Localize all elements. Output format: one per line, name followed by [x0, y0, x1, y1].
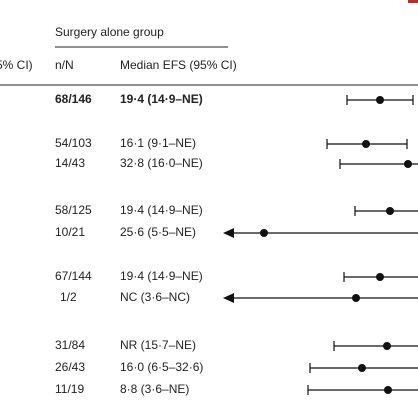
column-header: n/N: [55, 58, 74, 72]
efs-cell: NC (3·6–NC): [120, 290, 190, 304]
efs-cell: NR (15·7–NE): [120, 338, 196, 352]
estimate-dot: [376, 96, 384, 104]
n-cell: 68/146: [55, 92, 92, 106]
estimate-dot: [260, 229, 268, 237]
n-cell: 67/144: [55, 269, 92, 283]
column-header: Median EFS (95% CI): [120, 58, 237, 72]
estimate-dot: [386, 207, 394, 215]
n-cell: 11/19: [55, 382, 84, 396]
n-cell: 1/2: [60, 290, 77, 304]
group-title: Surgery alone group: [55, 25, 164, 39]
efs-cell: 19·4 (14·9–NE): [120, 203, 203, 217]
efs-cell: 25·6 (5·5–NE): [120, 225, 196, 239]
ci-arrow: [223, 228, 234, 238]
estimate-dot: [362, 140, 370, 148]
n-cell: 26/43: [55, 360, 85, 374]
n-cell: 58/125: [55, 203, 92, 217]
forest-marks: [223, 95, 418, 395]
estimate-dot: [376, 273, 384, 281]
ci-arrow: [223, 293, 234, 303]
corner-accent: [408, 0, 418, 3]
estimate-dot: [404, 160, 412, 168]
estimate-dot: [352, 294, 360, 302]
efs-cell: 16·1 (9·1–NE): [120, 136, 196, 150]
efs-cell: 19·4 (14·9–NE): [120, 92, 203, 106]
efs-cell: 32·8 (16·0–NE): [120, 156, 203, 170]
n-cell: 10/21: [55, 225, 85, 239]
n-cell: 31/84: [55, 338, 85, 352]
estimate-dot: [384, 386, 392, 394]
n-cell: 54/103: [55, 136, 92, 150]
estimate-dot: [358, 364, 366, 372]
efs-cell: 8·8 (3·6–NE): [120, 382, 189, 396]
efs-cell: 16·0 (6·5–32·6): [120, 360, 203, 374]
left-header: 5% CI): [0, 58, 33, 72]
estimate-dot: [383, 342, 391, 350]
n-cell: 14/43: [55, 156, 85, 170]
efs-cell: 19·4 (14·9–NE): [120, 269, 203, 283]
